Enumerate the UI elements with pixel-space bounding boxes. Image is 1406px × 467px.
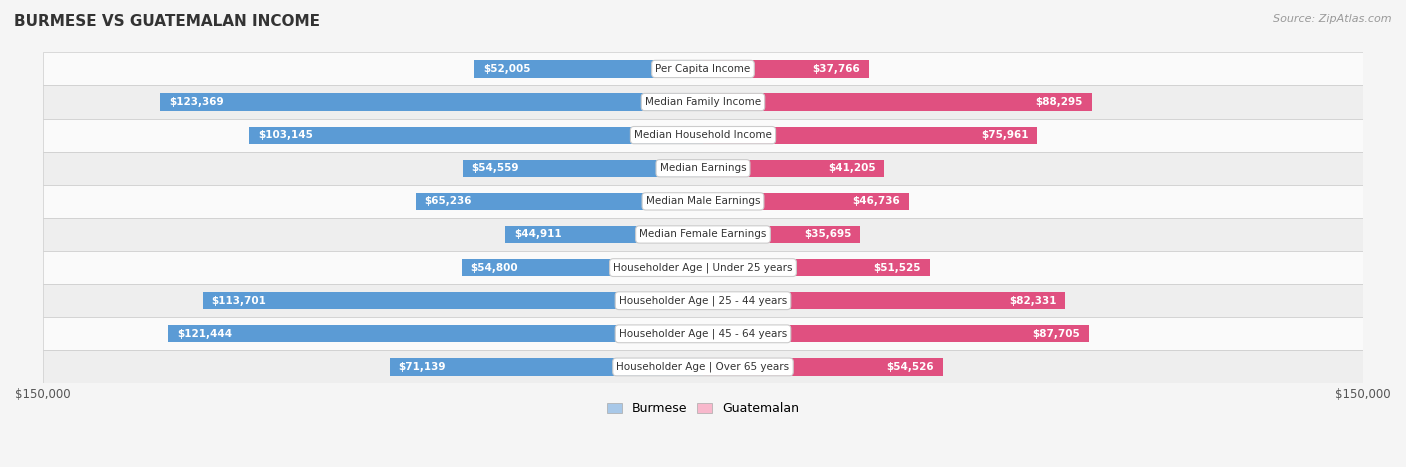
Text: $75,961: $75,961 [981, 130, 1029, 140]
Bar [169, 325, 703, 342]
Bar [42, 350, 1364, 383]
Bar [249, 127, 703, 144]
Bar [160, 93, 703, 111]
Bar [42, 317, 1364, 350]
Text: Median Earnings: Median Earnings [659, 163, 747, 173]
Bar [703, 93, 1091, 111]
Text: $88,295: $88,295 [1035, 97, 1083, 107]
Text: Median Female Earnings: Median Female Earnings [640, 229, 766, 240]
Text: $54,559: $54,559 [471, 163, 519, 173]
Text: Per Capita Income: Per Capita Income [655, 64, 751, 74]
Text: Householder Age | Under 25 years: Householder Age | Under 25 years [613, 262, 793, 273]
Bar [42, 152, 1364, 185]
Text: $87,705: $87,705 [1032, 329, 1080, 339]
Text: $46,736: $46,736 [852, 196, 900, 206]
Bar [42, 218, 1364, 251]
Bar [703, 127, 1038, 144]
Bar [703, 160, 884, 177]
Bar [389, 358, 703, 375]
Bar [703, 259, 929, 276]
Bar [463, 160, 703, 177]
Text: Householder Age | Over 65 years: Householder Age | Over 65 years [616, 361, 790, 372]
Text: $44,911: $44,911 [515, 229, 562, 240]
Bar [505, 226, 703, 243]
Bar [42, 52, 1364, 85]
Text: $82,331: $82,331 [1010, 296, 1056, 306]
Text: $52,005: $52,005 [482, 64, 530, 74]
Bar [202, 292, 703, 309]
Bar [703, 226, 860, 243]
Text: $103,145: $103,145 [257, 130, 312, 140]
Bar [703, 358, 943, 375]
Legend: Burmese, Guatemalan: Burmese, Guatemalan [602, 397, 804, 420]
Text: BURMESE VS GUATEMALAN INCOME: BURMESE VS GUATEMALAN INCOME [14, 14, 321, 29]
Text: $65,236: $65,236 [425, 196, 472, 206]
Text: Source: ZipAtlas.com: Source: ZipAtlas.com [1274, 14, 1392, 24]
Bar [42, 85, 1364, 119]
Text: $35,695: $35,695 [804, 229, 851, 240]
Text: $54,526: $54,526 [887, 362, 934, 372]
Bar [42, 284, 1364, 317]
Bar [461, 259, 703, 276]
Bar [42, 185, 1364, 218]
Text: $37,766: $37,766 [813, 64, 860, 74]
Text: Median Family Income: Median Family Income [645, 97, 761, 107]
Text: $54,800: $54,800 [471, 262, 519, 273]
Bar [474, 60, 703, 78]
Text: Householder Age | 45 - 64 years: Householder Age | 45 - 64 years [619, 329, 787, 339]
Text: Householder Age | 25 - 44 years: Householder Age | 25 - 44 years [619, 296, 787, 306]
Bar [416, 193, 703, 210]
Text: $41,205: $41,205 [828, 163, 876, 173]
Text: $121,444: $121,444 [177, 329, 232, 339]
Bar [42, 251, 1364, 284]
Text: $113,701: $113,701 [211, 296, 266, 306]
Text: $71,139: $71,139 [399, 362, 446, 372]
Bar [703, 60, 869, 78]
Bar [703, 292, 1066, 309]
Text: $51,525: $51,525 [873, 262, 921, 273]
Text: $123,369: $123,369 [169, 97, 224, 107]
Bar [703, 193, 908, 210]
Text: Median Household Income: Median Household Income [634, 130, 772, 140]
Bar [703, 325, 1090, 342]
Bar [42, 119, 1364, 152]
Text: Median Male Earnings: Median Male Earnings [645, 196, 761, 206]
